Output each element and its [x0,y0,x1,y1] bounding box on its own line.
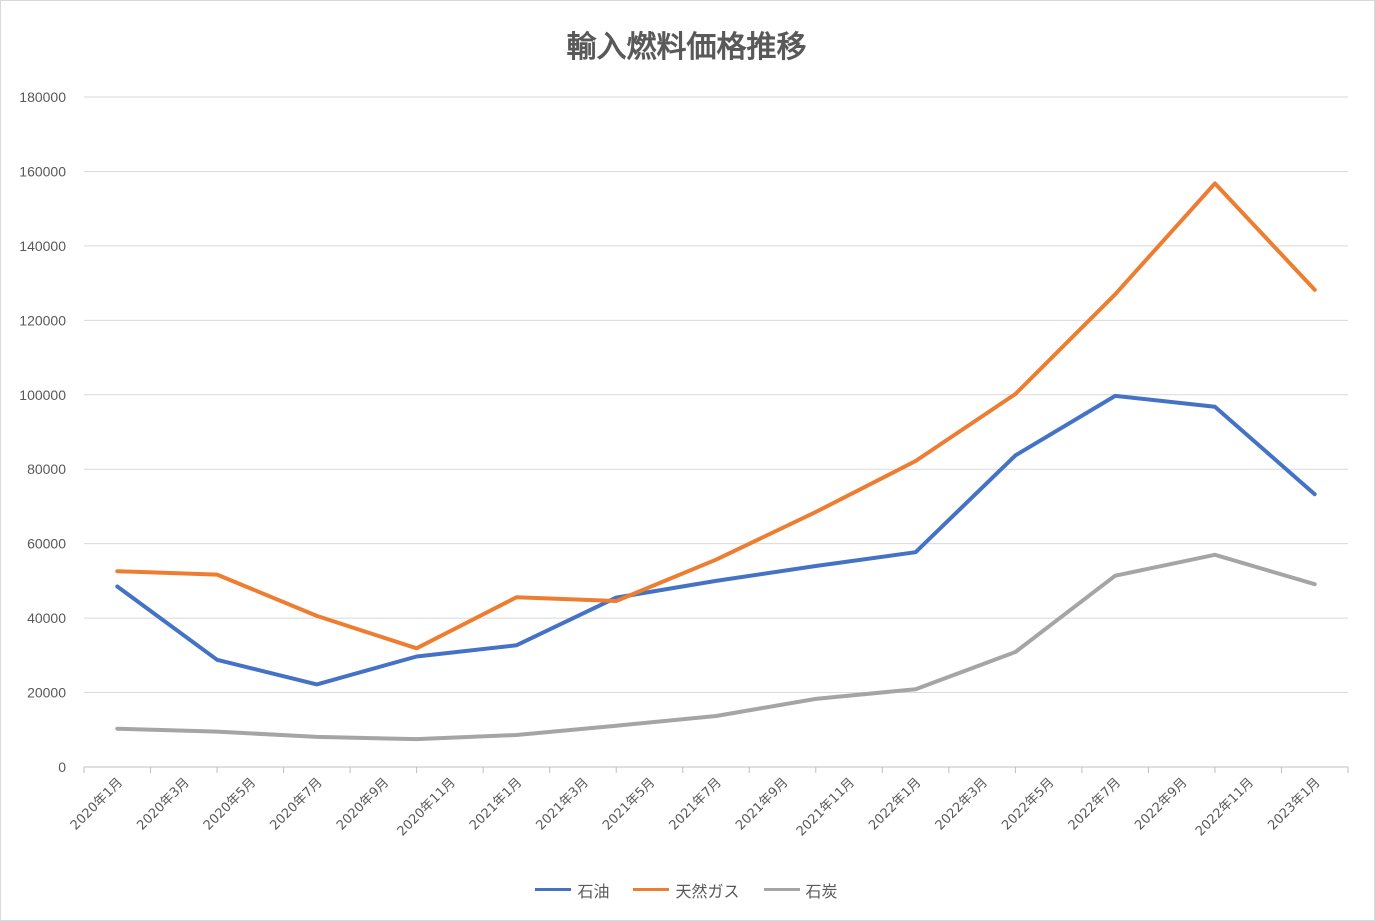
x-tick-label: 2023年1月 [1265,775,1323,833]
y-tick-label: 180000 [19,89,66,105]
legend-label: 石炭 [805,881,838,901]
legend-label: 石油 [577,881,610,901]
legend-swatch [763,888,800,891]
y-tick-label: 160000 [19,163,66,179]
y-axis-ticks: 0 20000 40000 60000 80000 100000 120000 140000 1… [19,89,66,775]
x-tick-label: 2020年1月 [68,775,126,833]
y-tick-label: 100000 [19,387,66,403]
x-tick-label: 2021年5月 [600,775,658,833]
series-lines [115,181,1317,742]
x-tick-label: 2022年1月 [866,775,924,833]
legend-item: 石炭 [763,878,838,902]
legend-swatch [633,888,670,891]
x-tick-label: 2020年9月 [334,775,392,833]
legend-item: 天然ガス [633,878,740,902]
x-tick-label: 2022年3月 [933,775,991,833]
legend-label: 天然ガス [675,881,740,901]
series-line-0 [115,393,1317,687]
x-tick-label: 2022年7月 [1066,775,1124,833]
y-tick-label: 40000 [27,610,66,626]
x-tick-label: 2020年11月 [395,775,459,839]
y-tick-label: 60000 [27,536,66,552]
x-tick-label: 2022年5月 [999,775,1057,833]
x-tick-label: 2021年9月 [733,775,791,833]
chart-title: 輸入燃料価格推移 [566,30,807,65]
y-tick-label: 140000 [19,238,66,254]
y-tick-label: 80000 [27,461,66,477]
series-line-1 [115,181,1317,651]
legend-item: 石油 [535,878,609,902]
x-tick-label: 2022年9月 [1132,775,1190,833]
x-tick-label: 2020年5月 [201,775,259,833]
y-tick-label: 120000 [19,312,66,328]
x-tick-label: 2020年3月 [134,775,192,833]
x-tick-label: 2021年3月 [534,775,592,833]
legend-swatch [535,888,572,891]
legend: 石油 天然ガス 石炭 [0,876,1373,902]
x-tick-label: 2020年7月 [267,775,325,833]
x-tick-label: 2021年1月 [467,775,525,833]
x-tick-label: 2021年7月 [667,775,725,833]
x-tick-label: 2021年11月 [794,775,858,839]
y-tick-label: 0 [58,759,66,775]
y-tick-label: 20000 [27,685,66,701]
gridlines [84,96,1348,694]
x-tick-label: 2022年11月 [1193,775,1257,839]
series-line-2 [115,552,1317,742]
x-axis-ticks: 2020年1月 2020年3月 2020年5月 2020年7月 2020年9月 2020年… [68,767,1349,839]
